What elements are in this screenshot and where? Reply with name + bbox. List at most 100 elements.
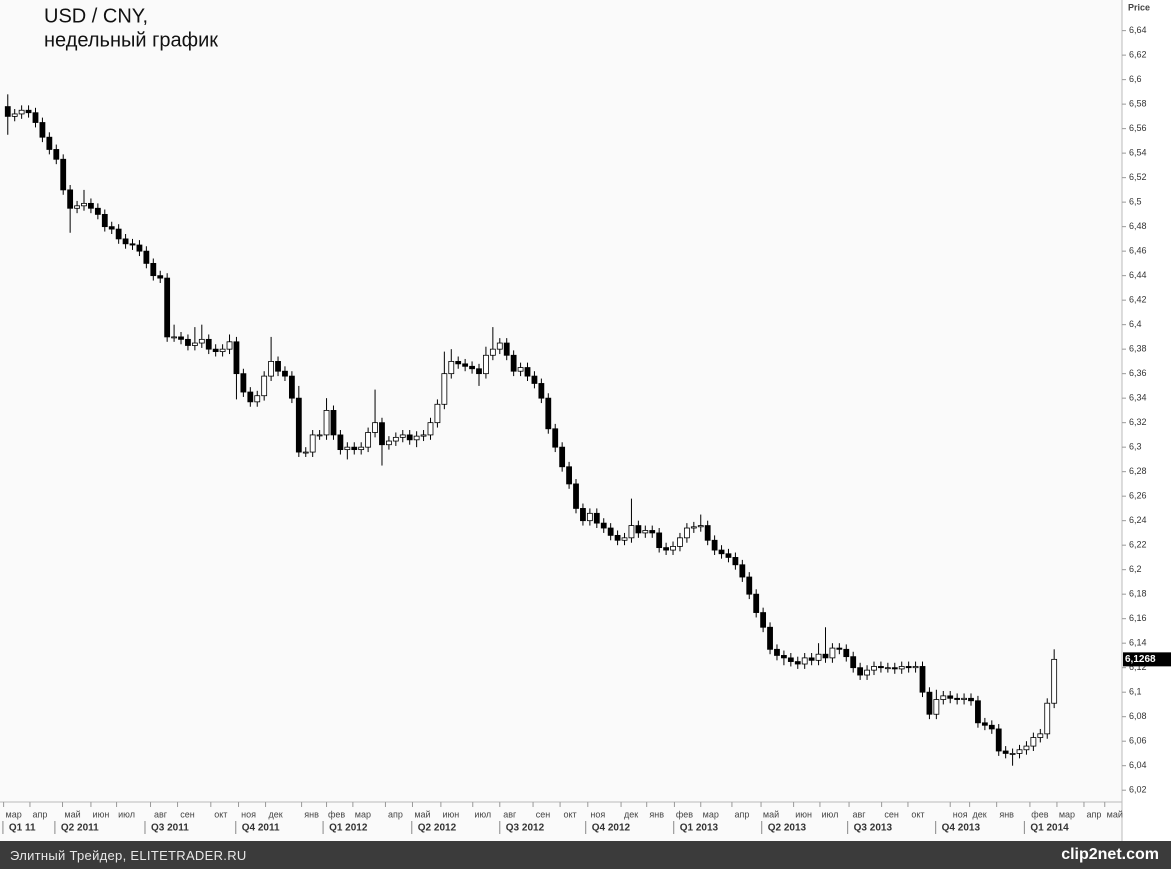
candle-body: [81, 202, 87, 207]
candle-body: [878, 666, 884, 669]
x-tick-label: фев: [676, 809, 693, 819]
y-axis-label: Price: [1128, 2, 1150, 12]
candle-body: [316, 434, 323, 437]
candle-body: [1037, 733, 1044, 738]
candle-body: [566, 466, 572, 485]
last-price-label: 6,1268: [1125, 654, 1156, 665]
x-tick-label: ноя: [953, 809, 968, 819]
y-tick-label: 6,1: [1129, 687, 1142, 697]
candle-body: [1030, 737, 1037, 747]
candle-body: [365, 432, 372, 448]
x-tick-label: окт: [911, 809, 924, 819]
candle-body: [122, 238, 129, 245]
quarter-label: Q3 2012: [506, 823, 545, 834]
x-tick-label: мар: [703, 809, 719, 819]
x-tick-label: июл: [474, 809, 491, 819]
candle-body: [295, 397, 302, 453]
candle-body: [517, 367, 524, 372]
candle-body: [476, 368, 482, 375]
candle-body: [663, 547, 670, 551]
y-tick-label: 6,5: [1129, 197, 1142, 207]
y-tick-label: 6,04: [1129, 760, 1147, 770]
candle-body: [940, 695, 947, 700]
x-tick-label: сен: [180, 809, 195, 819]
candle-body: [392, 436, 399, 442]
last-price-box: [1123, 652, 1171, 667]
candle-body: [767, 626, 773, 650]
candle-body: [884, 667, 891, 670]
y-tick-label: 6,36: [1129, 368, 1147, 378]
y-tick-label: 6,08: [1129, 711, 1147, 721]
x-tick-label: окт: [214, 809, 227, 819]
candle-body: [794, 661, 801, 665]
candle-body: [129, 243, 136, 246]
candle-body: [413, 435, 420, 441]
y-tick-label: 6,22: [1129, 540, 1147, 550]
x-tick-label: фев: [328, 809, 345, 819]
candle-body: [552, 428, 559, 448]
candle-body: [607, 527, 614, 536]
axis-panel: [1122, 0, 1171, 841]
quarter-label: Q3 2011: [151, 823, 189, 834]
candle-body: [559, 446, 566, 468]
candle-body: [157, 275, 164, 279]
candle-body: [115, 228, 122, 240]
candle-body: [961, 697, 967, 700]
y-tick-label: 6,38: [1129, 344, 1147, 354]
x-tick-label: июл: [118, 809, 135, 819]
candle-body: [67, 189, 74, 209]
y-tick-label: 6,02: [1129, 785, 1147, 795]
y-tick-label: 6,64: [1129, 25, 1147, 35]
candle-body: [753, 593, 760, 613]
candle-body: [101, 213, 108, 228]
candle-body: [871, 666, 877, 671]
x-tick-label: апр: [388, 809, 403, 819]
y-tick-label: 6,4: [1129, 319, 1142, 329]
y-tick-label: 6,14: [1129, 638, 1147, 648]
candle-body: [108, 226, 115, 230]
candle-body: [531, 375, 538, 384]
candle-body: [954, 697, 961, 700]
candle-body: [670, 546, 676, 551]
candle-body: [1051, 658, 1058, 704]
chart-title: USD / CNY,: [44, 5, 148, 27]
candle-body: [711, 539, 718, 551]
candle-body: [150, 262, 157, 277]
candle-body: [1009, 753, 1016, 755]
candle-body: [760, 612, 767, 628]
candle-body: [739, 564, 746, 578]
candle-body: [302, 451, 309, 454]
candle-body: [635, 525, 642, 534]
candle-body: [226, 341, 233, 350]
quarter-label: Q2 2013: [768, 823, 807, 834]
candle-body: [4, 106, 11, 117]
candle-body: [774, 648, 780, 656]
candle-body: [975, 700, 981, 724]
candle-body: [919, 666, 926, 693]
candle-body: [406, 434, 413, 441]
candle-body: [386, 440, 392, 446]
x-tick-label: май: [414, 809, 430, 819]
quarter-label: Q1 2014: [1030, 823, 1069, 834]
y-tick-label: 6,42: [1129, 295, 1147, 305]
y-tick-label: 6,2: [1129, 564, 1142, 574]
candle-body: [399, 434, 406, 438]
candle-body: [462, 363, 469, 367]
candle-body: [441, 373, 448, 405]
candle-body: [1044, 702, 1051, 735]
candle-body: [988, 724, 995, 730]
candle-body: [614, 534, 621, 541]
y-tick-label: 6,16: [1129, 613, 1147, 623]
y-tick-label: 6,52: [1129, 172, 1147, 182]
x-tick-label: мар: [1059, 809, 1075, 819]
watermark[interactable]: clip2net.com: [1061, 846, 1159, 863]
candle-body: [822, 653, 829, 659]
candle-body: [1016, 749, 1023, 754]
candle-body: [593, 512, 600, 524]
candle-body: [857, 667, 864, 676]
quarter-label: Q4 2012: [592, 823, 631, 834]
quarter-label: Q4 2013: [942, 823, 981, 834]
candle-body: [815, 653, 822, 661]
candle-body: [136, 244, 143, 252]
candle-body: [690, 526, 697, 529]
